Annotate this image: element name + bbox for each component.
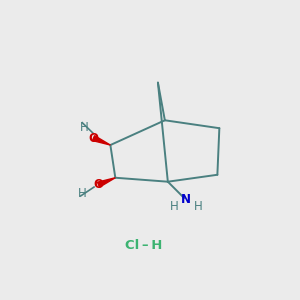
Text: H: H	[170, 200, 179, 214]
Text: N: N	[181, 193, 191, 206]
Polygon shape	[92, 136, 110, 145]
Text: Cl – H: Cl – H	[125, 238, 163, 252]
Text: O: O	[94, 178, 103, 191]
Text: H: H	[78, 187, 86, 200]
Text: H: H	[80, 121, 89, 134]
Polygon shape	[98, 178, 115, 187]
Text: H: H	[194, 200, 203, 213]
Text: O: O	[88, 132, 98, 145]
